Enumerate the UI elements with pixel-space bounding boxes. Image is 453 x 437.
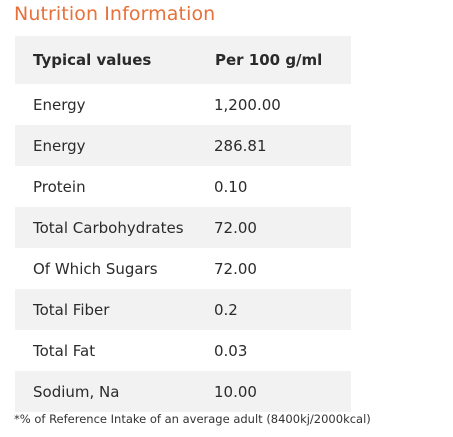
nutrient-name: Total Fat	[33, 341, 96, 360]
nutrient-value: 0.03	[214, 341, 248, 360]
nutrient-value: 1,200.00	[214, 95, 281, 114]
nutrient-name: Protein	[33, 177, 86, 196]
table-row: Sodium, Na 10.00	[15, 371, 351, 412]
nutrient-name: Energy	[33, 136, 86, 155]
nutrient-value: 10.00	[214, 382, 257, 401]
table-header-row: Typical values Per 100 g/ml	[15, 36, 351, 84]
nutrient-name: Sodium, Na	[33, 382, 120, 401]
nutrition-table: Typical values Per 100 g/ml Energy 1,200…	[15, 36, 351, 412]
table-row: Of Which Sugars 72.00	[15, 248, 351, 289]
header-typical-values: Typical values	[33, 51, 152, 69]
nutrient-value: 0.2	[214, 300, 238, 319]
nutrient-name: Of Which Sugars	[33, 259, 158, 278]
table-row: Energy 1,200.00	[15, 84, 351, 125]
nutrient-value: 72.00	[214, 259, 257, 278]
nutrient-name: Energy	[33, 95, 86, 114]
table-row: Total Carbohydrates 72.00	[15, 207, 351, 248]
table-row: Protein 0.10	[15, 166, 351, 207]
nutrient-name: Total Carbohydrates	[33, 218, 184, 237]
page-title: Nutrition Information	[14, 3, 216, 25]
table-row: Energy 286.81	[15, 125, 351, 166]
nutrient-value: 0.10	[214, 177, 248, 196]
table-row: Total Fat 0.03	[15, 330, 351, 371]
reference-intake-footnote: *% of Reference Intake of an average adu…	[14, 412, 371, 426]
nutrient-value: 72.00	[214, 218, 257, 237]
nutrient-name: Total Fiber	[33, 300, 110, 319]
table-row: Total Fiber 0.2	[15, 289, 351, 330]
nutrient-value: 286.81	[214, 136, 267, 155]
header-per-100: Per 100 g/ml	[215, 51, 323, 69]
